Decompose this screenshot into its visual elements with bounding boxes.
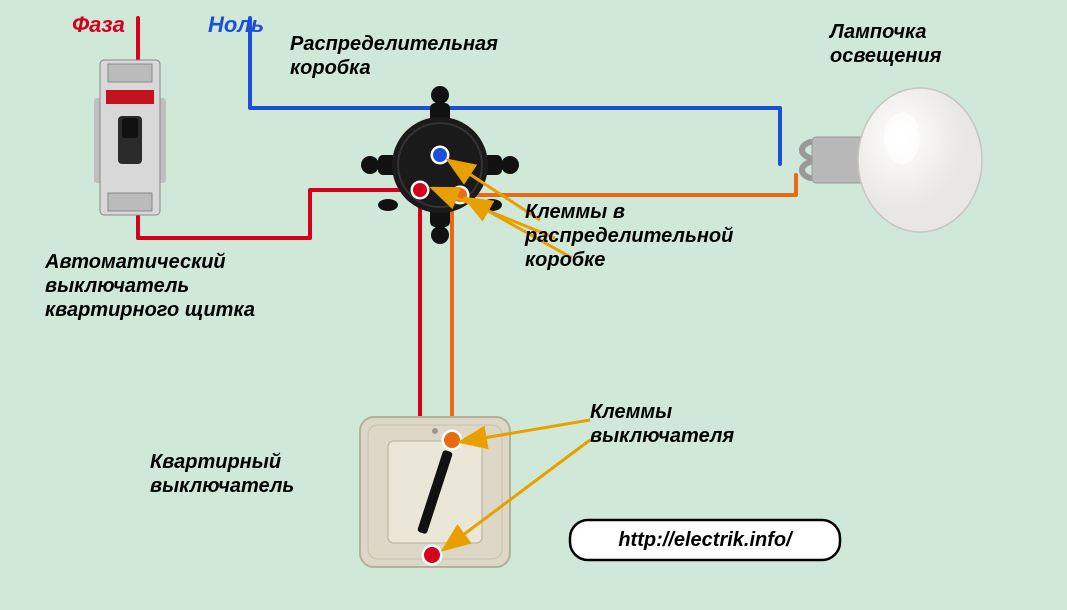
neutral-label: Ноль (208, 12, 264, 38)
circuit-breaker-icon (94, 60, 166, 215)
wall_switch-label: Квартирный выключатель (150, 450, 294, 498)
terminals_box-label: Клеммы в распределительной коробке (525, 200, 733, 272)
sw_terminals-label: Клеммы выключателя (590, 400, 734, 448)
wiring-diagram: Фаза Ноль Распределительная коробка Лампочк… (0, 0, 1067, 610)
wall-switch-icon (360, 417, 510, 567)
jbox-label: Распределительная коробка (290, 32, 498, 80)
breaker-label: Автоматический выключатель квартирного щ… (45, 250, 255, 322)
phase-label: Фаза (72, 12, 125, 38)
bulb-label: Лампочка освещения (830, 20, 941, 68)
source-url[interactable]: http://electrik.info/ (570, 528, 840, 552)
